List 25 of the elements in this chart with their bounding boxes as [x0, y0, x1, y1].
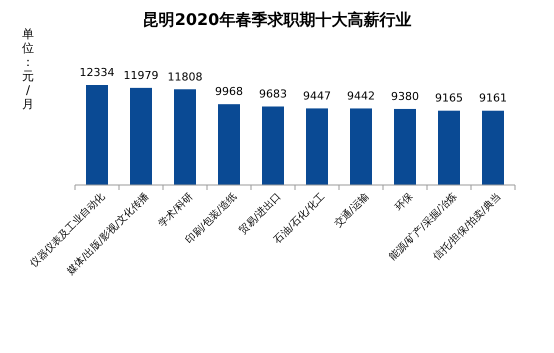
data-label: 9165 [435, 92, 463, 105]
data-label: 11808 [168, 70, 202, 84]
data-label: 9380 [391, 90, 419, 103]
x-tick-label: 环保 [393, 191, 416, 214]
data-label: 9442 [347, 89, 375, 102]
x-tick-label: 学术/科研 [156, 190, 196, 230]
bar [174, 89, 196, 185]
data-label: 9447 [303, 89, 331, 102]
bar [86, 85, 108, 185]
data-label: 11979 [124, 68, 158, 82]
bar [438, 110, 460, 185]
bar [130, 88, 152, 185]
bar [218, 104, 240, 185]
bar [394, 108, 416, 185]
bar [482, 110, 504, 185]
x-tick-label: 交通/运输 [332, 190, 372, 230]
data-label: 9161 [479, 92, 507, 105]
bar [262, 106, 284, 185]
chart-title: 昆明2020年春季求职期十大高薪行业 [142, 10, 412, 29]
data-label: 9968 [215, 85, 243, 98]
bar [350, 108, 372, 185]
data-label: 9683 [259, 87, 287, 100]
data-label: 12334 [80, 66, 114, 79]
y-axis-title: 单位：元/月 [22, 27, 34, 111]
bar [306, 108, 328, 185]
